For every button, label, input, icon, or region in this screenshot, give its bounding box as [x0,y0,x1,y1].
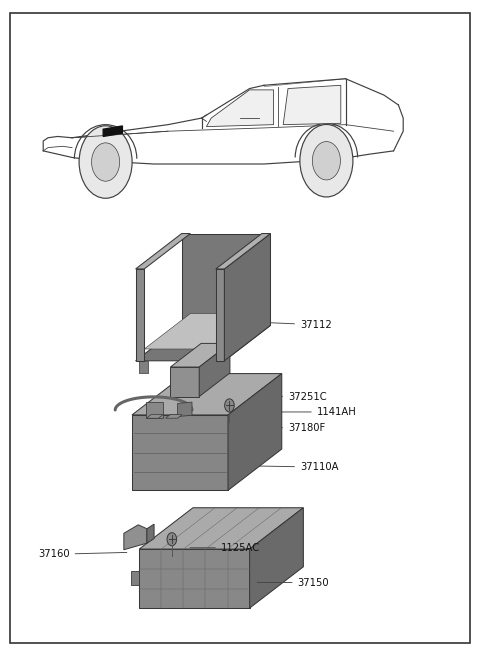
Polygon shape [144,314,262,349]
Text: 37150: 37150 [257,577,329,588]
Polygon shape [139,361,148,373]
Polygon shape [199,344,230,396]
Polygon shape [103,126,122,136]
Polygon shape [206,90,274,127]
Polygon shape [135,269,144,361]
Polygon shape [146,402,163,418]
Circle shape [167,533,177,546]
Polygon shape [132,415,228,490]
Polygon shape [132,373,282,415]
Polygon shape [170,367,199,396]
Circle shape [312,142,340,180]
Polygon shape [124,525,147,550]
Text: 37180F: 37180F [216,422,325,433]
Polygon shape [131,571,139,585]
Polygon shape [135,234,190,269]
Text: 37251C: 37251C [216,392,326,402]
Text: 1141AH: 1141AH [248,407,357,417]
Polygon shape [147,524,154,543]
Polygon shape [178,402,192,417]
Polygon shape [283,85,341,125]
Polygon shape [181,234,271,325]
Text: 37160: 37160 [38,549,127,560]
Text: 1125AC: 1125AC [190,543,260,553]
Polygon shape [216,269,225,361]
Text: 37112: 37112 [243,319,332,330]
Polygon shape [250,508,303,608]
Polygon shape [225,234,271,361]
Polygon shape [216,234,271,269]
Text: 37110A: 37110A [245,462,338,472]
Polygon shape [135,325,271,361]
Circle shape [79,126,132,198]
Polygon shape [139,549,250,608]
Polygon shape [146,415,163,419]
Polygon shape [212,361,221,373]
Polygon shape [170,344,230,367]
Circle shape [225,399,234,412]
Polygon shape [228,373,282,490]
Polygon shape [139,508,303,549]
Circle shape [300,125,353,197]
Circle shape [92,143,120,181]
Polygon shape [166,415,182,419]
